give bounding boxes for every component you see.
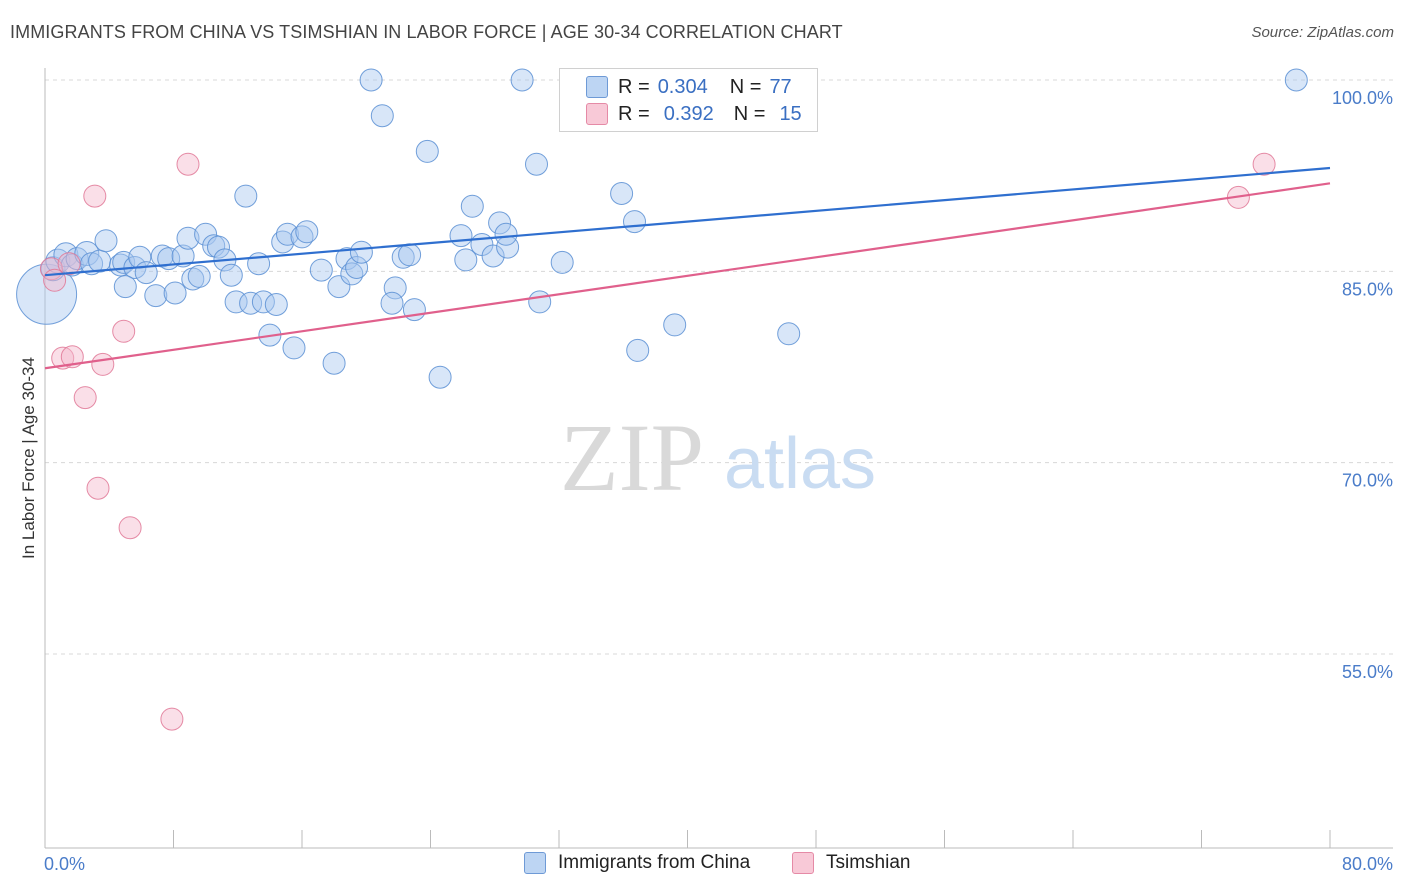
point-china [340, 262, 364, 286]
point-tsimshian [112, 319, 136, 343]
point-china [163, 281, 187, 305]
y-tick-labels: 100.0% 85.0% 70.0% 55.0% [1332, 88, 1393, 682]
trend-line-china [44, 166, 1331, 277]
point-china [276, 222, 299, 246]
point-china [626, 338, 650, 362]
chart-title: IMMIGRANTS FROM CHINA VS TSIMSHIAN IN LA… [10, 22, 843, 42]
trend-line-tsimshian [44, 182, 1331, 370]
point-china [460, 194, 484, 218]
point-china [194, 222, 218, 246]
point-china [449, 224, 473, 248]
series-label-china: Immigrants from China [558, 852, 751, 873]
point-china [335, 247, 359, 271]
point-tsimshian [73, 386, 97, 410]
point-china [383, 276, 407, 300]
series-legend-tsimshian: Tsimshian [792, 852, 910, 874]
point-tsimshian [176, 152, 200, 176]
watermark-atlas: atlas [724, 424, 876, 504]
gridlines [45, 79, 1393, 655]
data-points [16, 68, 1308, 731]
point-china [777, 322, 801, 346]
legend-n-value: 77 [769, 75, 792, 98]
legend-row-china: R = 0.304 N = 77 [586, 75, 792, 99]
chart-source: Source: ZipAtlas.com [1251, 24, 1394, 41]
point-china [623, 210, 646, 234]
point-china [264, 293, 288, 316]
legend-r-label: R = [618, 102, 650, 125]
point-china [94, 229, 118, 253]
y-tick-label: 55.0% [1342, 662, 1393, 682]
point-tsimshian [86, 476, 110, 500]
point-china [494, 222, 518, 246]
y-tick-label: 85.0% [1342, 279, 1393, 299]
x-tick-label-max: 80.0% [1342, 854, 1393, 874]
point-tsimshian [57, 252, 81, 276]
point-china [309, 258, 333, 282]
legend-row-tsimshian: R = 0.392 N = 15 [586, 102, 802, 126]
legend-r-label: R = [618, 75, 650, 98]
axes [44, 68, 1393, 849]
point-china [322, 351, 346, 375]
point-china [370, 104, 394, 128]
point-china [398, 243, 422, 267]
legend-swatch-china [586, 76, 608, 98]
trend-lines [44, 166, 1331, 370]
point-china [359, 68, 383, 92]
point-china [219, 263, 243, 287]
point-china [134, 261, 158, 285]
point-china [327, 275, 351, 299]
point-tsimshian [51, 346, 75, 370]
point-china [176, 226, 200, 250]
point-tsimshian [118, 516, 142, 540]
point-china [187, 264, 211, 288]
legend-r-value: 0.392 [663, 102, 714, 125]
point-china [454, 248, 478, 272]
point-china [295, 220, 319, 244]
x-tick-label-min: 0.0% [44, 854, 85, 874]
legend-n-value: 15 [779, 102, 802, 125]
watermark-zip: ZIP [560, 404, 704, 511]
legend-r-value: 0.304 [657, 75, 708, 98]
point-tsimshian [1252, 152, 1276, 176]
point-china [415, 139, 439, 163]
point-china [488, 211, 512, 235]
y-tick-label: 70.0% [1342, 471, 1393, 491]
legend-swatch-tsimshian [586, 103, 608, 125]
point-china [1284, 68, 1308, 92]
watermark: ZIP atlas [560, 404, 876, 511]
point-china [88, 249, 112, 273]
legend-n-label: N = [729, 75, 762, 98]
y-tick-label: 100.0% [1332, 88, 1393, 108]
point-china [525, 152, 548, 176]
point-china [113, 275, 137, 299]
series-legend-china: Immigrants from China [524, 852, 750, 874]
point-china [234, 184, 258, 208]
point-china [510, 68, 534, 92]
series-label-tsimshian: Tsimshian [826, 852, 911, 873]
point-china [282, 336, 306, 360]
point-china [239, 291, 263, 315]
point-china [428, 365, 452, 389]
point-china [481, 244, 505, 268]
legend-n-label: N = [733, 102, 766, 125]
stats-legend: R = 0.304 N = 77 R = 0.392 N = 15 [559, 68, 818, 132]
point-china [528, 290, 552, 314]
point-china [171, 244, 195, 268]
series-swatch-china [524, 852, 546, 874]
point-china [207, 235, 230, 259]
point-tsimshian [160, 707, 184, 731]
point-china [144, 284, 168, 308]
point-china [349, 240, 373, 264]
point-china [550, 250, 574, 274]
point-china [610, 182, 634, 205]
y-axis-label: In Labor Force | Age 30-34 [19, 357, 38, 559]
point-tsimshian [60, 345, 84, 369]
point-tsimshian [83, 184, 107, 208]
series-swatch-tsimshian [792, 852, 814, 874]
point-china [345, 256, 369, 279]
point-china [380, 291, 404, 315]
point-china [663, 313, 687, 337]
point-tsimshian [91, 352, 115, 376]
